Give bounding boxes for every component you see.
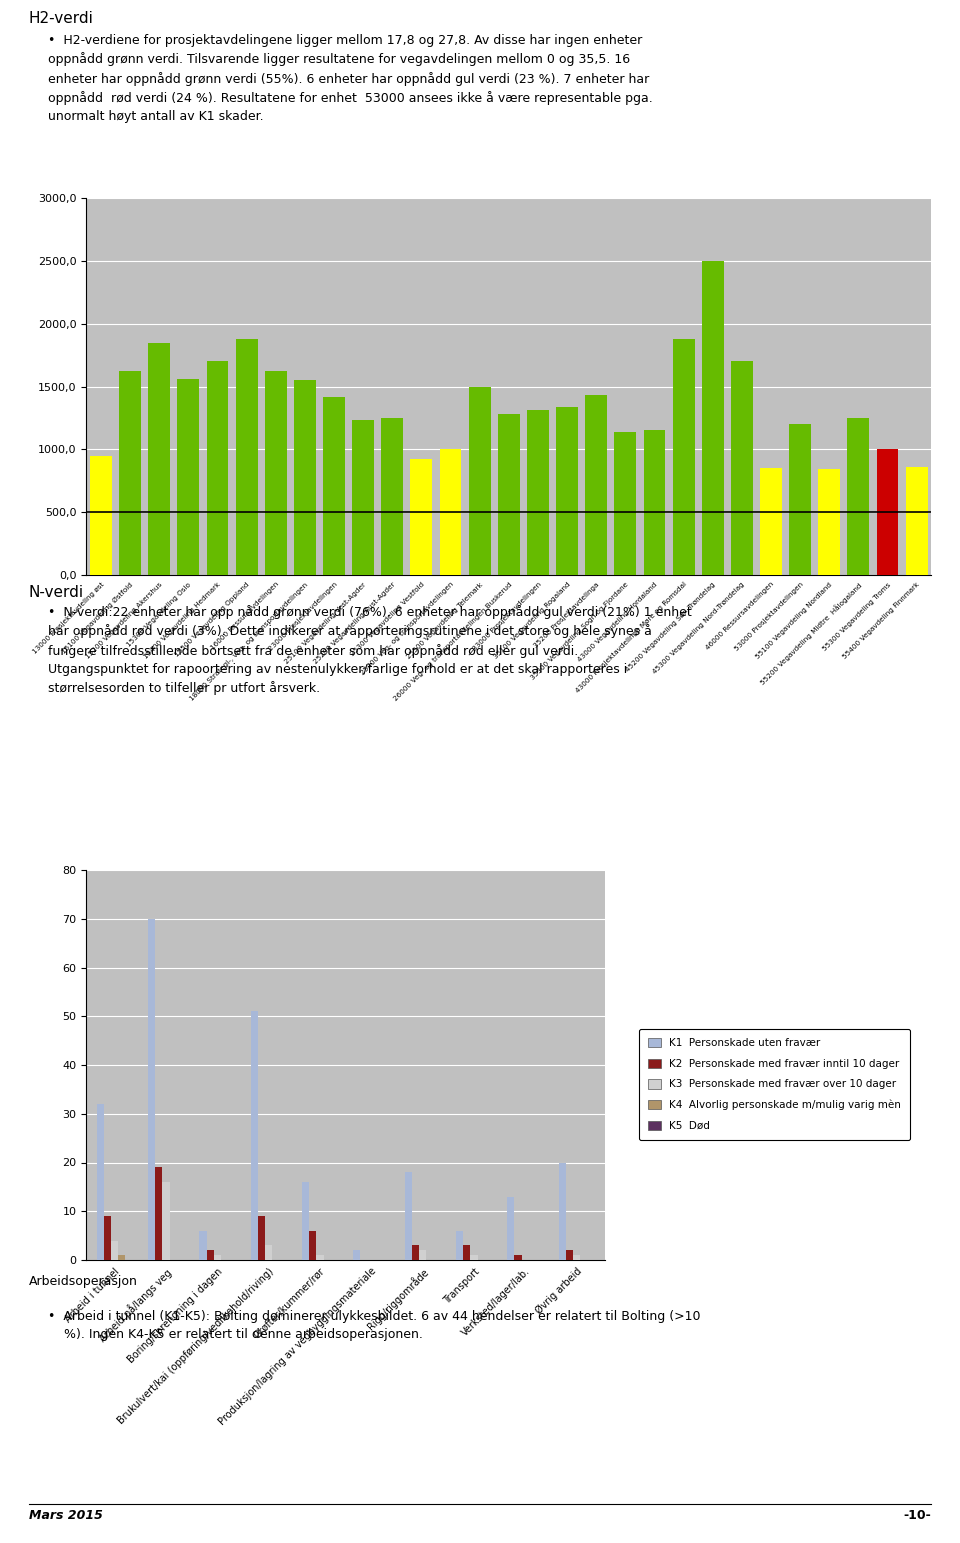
Bar (614, 432, 636, 576)
Bar (876, 449, 899, 576)
Bar (214, 1254, 221, 1261)
Bar (573, 1254, 580, 1261)
Text: H2-verdi: H2-verdi (29, 11, 94, 26)
Bar (236, 339, 257, 576)
Bar (200, 1231, 206, 1261)
Bar (440, 449, 462, 576)
Bar (848, 418, 870, 576)
Bar (302, 1182, 309, 1261)
Bar (643, 430, 665, 576)
Bar (565, 1250, 573, 1261)
Bar (470, 1254, 477, 1261)
Bar (353, 1250, 361, 1261)
Bar (527, 410, 549, 576)
Text: N-verdi: N-verdi (29, 585, 84, 600)
Bar (251, 1011, 258, 1261)
Bar (419, 1250, 426, 1261)
Text: -10-: -10- (903, 1509, 931, 1521)
Bar (507, 1197, 515, 1261)
Bar (702, 261, 724, 576)
Bar (731, 361, 753, 576)
Bar (412, 1245, 419, 1261)
Bar (411, 460, 432, 576)
Bar (265, 1245, 273, 1261)
Bar (905, 468, 927, 576)
Bar (118, 1254, 126, 1261)
Bar (294, 380, 316, 576)
Bar (156, 1168, 162, 1261)
Legend: K1  Personskade uten fravær, K2  Personskade med fravær inntil 10 dager, K3  Per: K1 Personskade uten fravær, K2 Personska… (638, 1029, 910, 1140)
Bar (148, 918, 156, 1261)
Bar (258, 1216, 265, 1261)
Bar (559, 1162, 565, 1261)
Bar (515, 1254, 521, 1261)
Bar (111, 1241, 118, 1261)
Text: Arbeidsoperasjon: Arbeidsoperasjon (29, 1275, 137, 1288)
Bar (352, 420, 374, 576)
Bar (456, 1231, 463, 1261)
Bar (90, 455, 112, 576)
Bar (162, 1182, 170, 1261)
Text: Mars 2015: Mars 2015 (29, 1509, 103, 1521)
Bar (317, 1254, 324, 1261)
Bar (381, 418, 403, 576)
Bar (309, 1231, 317, 1261)
Bar (463, 1245, 470, 1261)
Bar (818, 469, 840, 576)
Bar (468, 386, 491, 576)
Bar (97, 1103, 104, 1261)
Bar (104, 1216, 111, 1261)
Bar (673, 339, 694, 576)
Bar (178, 380, 200, 576)
Bar (148, 343, 170, 576)
Bar (789, 424, 811, 576)
Bar (760, 468, 781, 576)
Bar (119, 372, 141, 576)
Bar (265, 372, 287, 576)
Text: •  H2-verdiene for prosjektavdelingene ligger mellom 17,8 og 27,8. Av disse har : • H2-verdiene for prosjektavdelingene li… (48, 34, 653, 123)
Bar (586, 395, 607, 576)
Text: •  Arbeid i tunnel (K1-K5): Bolting dominerer ulykkesbildet. 6 av 44 hendelser e: • Arbeid i tunnel (K1-K5): Bolting domin… (48, 1310, 701, 1341)
Bar (206, 361, 228, 576)
Bar (498, 414, 519, 576)
Bar (556, 407, 578, 576)
Bar (404, 1173, 412, 1261)
Bar (206, 1250, 214, 1261)
Text: •  N-verdi:22 enheter har opp nådd grønn verdi (76%). 6 enheter har oppnådd gul : • N-verdi:22 enheter har opp nådd grønn … (48, 605, 692, 696)
Bar (324, 397, 345, 576)
